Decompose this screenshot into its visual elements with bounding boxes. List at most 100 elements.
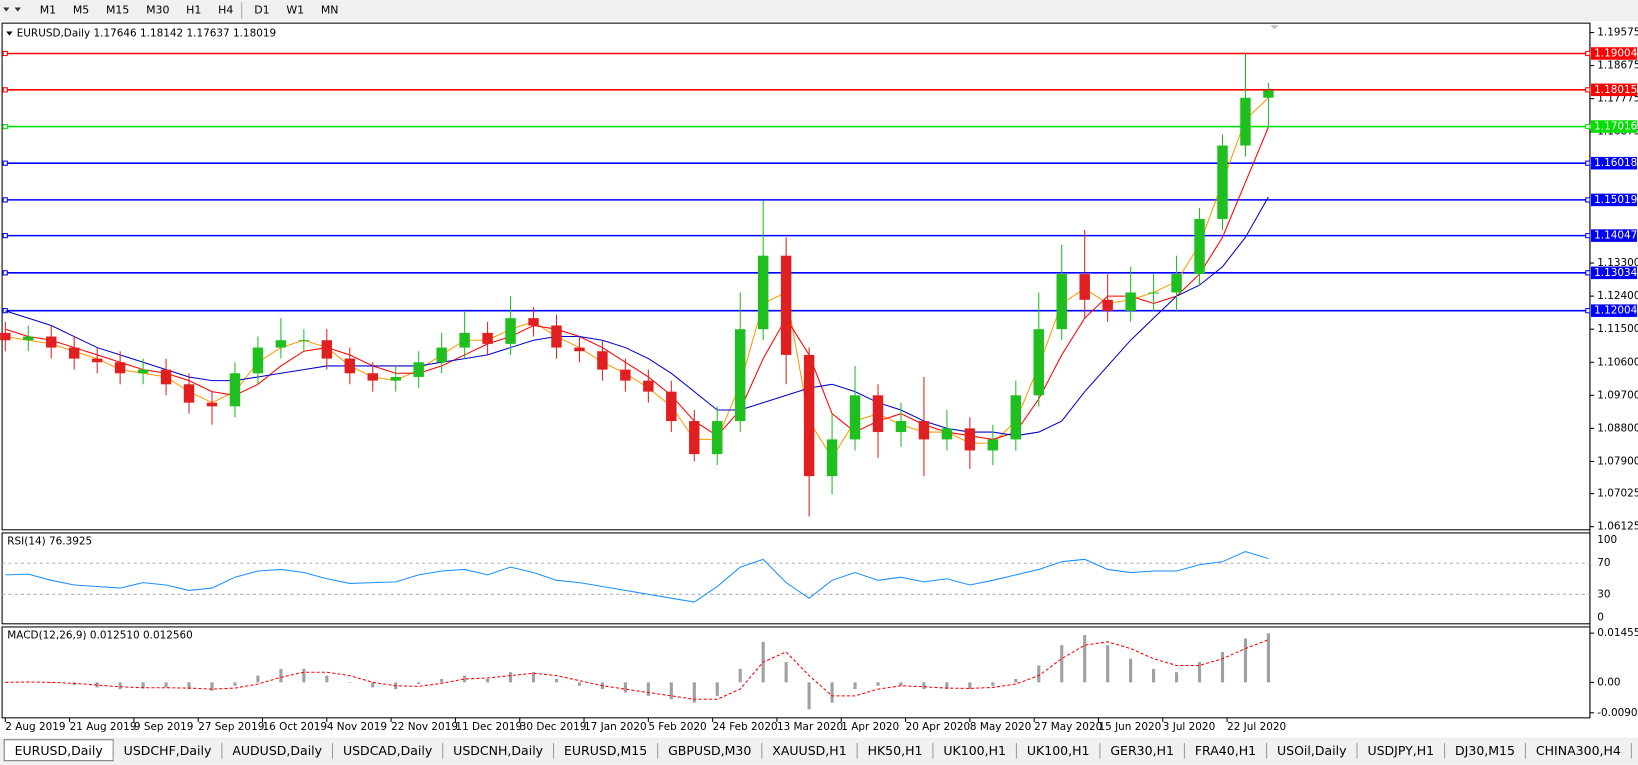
candle-body [597,351,608,370]
macd-bar [968,682,972,690]
x-tick-label: 11 Dec 2019 [455,721,522,733]
timeframe-button[interactable]: MN [321,4,339,17]
tab-background [857,741,933,760]
candle-body [1217,145,1228,219]
candle-body [183,384,195,403]
tab-background [657,741,762,760]
macd-bar [899,682,903,686]
x-tick-label: 8 May 2020 [970,721,1031,733]
toolbar-arrows [3,7,21,12]
macd-bar [1152,668,1156,683]
chart-tab[interactable]: USDCAD,Daily [331,741,443,760]
candle-body [321,340,333,359]
macd-bar [1106,645,1110,683]
tab-background [1631,741,1638,760]
macd-bar [577,682,582,686]
rsi-line [5,551,1269,603]
y-tick-label: 1.12400 [1597,290,1638,302]
x-tick-label: 3 Jul 2020 [1163,721,1215,733]
moving-average [5,126,1269,440]
timeframe-button[interactable]: M15 [106,4,129,17]
level-label-box [1590,47,1637,60]
macd-bar [991,682,995,686]
chart-tab[interactable]: DJ30,M15 [1444,741,1526,760]
level-handle [1585,160,1591,166]
x-tick-label: 15 Jun 2020 [1098,721,1161,733]
chart-tab[interactable]: EURUSD,Daily [3,739,114,762]
level-handle [1585,233,1591,239]
timeframe-button[interactable]: H4 [218,4,233,17]
macd-bar [118,682,122,690]
tab-label: EURUSD,Daily [15,743,104,758]
x-tick-label: 22 Jul 2020 [1227,721,1286,733]
candle-body [91,358,103,363]
tab-label: USDCHF,Daily [124,743,212,758]
tab-label: USOil,Daily [1277,743,1347,758]
candle-body [114,362,126,374]
chart-tab[interactable]: USOil,H4 [1630,741,1638,760]
chart-tab[interactable]: UK100,H1 [1015,741,1100,760]
chart-tab[interactable]: FRA40,H1 [1183,741,1267,760]
chart-tab[interactable]: USOil,Daily [1266,741,1357,760]
chart-tab[interactable]: EURUSD,M15 [553,741,658,760]
timeframe-button[interactable]: M30 [146,4,169,17]
timeframe-toolbar: M1 M5 M15 M30 H1 H4 D1 W1 MN [40,2,339,19]
candle-body [551,325,562,348]
chart-tab[interactable]: USDJPY,H1 [1356,741,1445,760]
timeframe-button[interactable]: M1 [40,4,56,17]
level-handle [2,50,8,57]
macd-bar [440,678,444,683]
macd-bar [1037,665,1041,683]
macd-bar [95,682,99,688]
chart-tab[interactable]: USDCHF,Daily [112,741,222,760]
tab-label: UK100,H1 [943,743,1006,758]
candle-body [344,358,356,374]
candle-body [1171,274,1182,293]
candle-body [0,332,11,341]
macd-bar [1174,672,1179,683]
candle-body [68,347,80,359]
x-tick-label: 27 May 2020 [1034,721,1102,733]
timeframe-button[interactable]: M5 [73,4,89,17]
x-tick-label: 20 Apr 2020 [906,721,971,733]
chart-tab[interactable]: GER30,H1 [1099,741,1185,760]
level-label: 1.15019 [1594,194,1637,206]
timeframe-button[interactable]: D1 [254,4,269,17]
tab-background [113,741,222,760]
tab-background [1016,741,1100,760]
chart-tab[interactable]: GBPUSD,M30 [657,741,762,760]
candle-body [734,329,746,422]
rsi-tick-label: 30 [1597,588,1610,600]
x-tick-label: 1 Apr 2020 [841,721,899,733]
candle-body [298,340,310,342]
tab-background [553,741,658,760]
timeframe-button[interactable]: H1 [186,4,201,17]
x-tick-label: 5 Feb 2020 [648,721,706,733]
y-tick-label: 1.11500 [1597,323,1638,335]
chart-tab[interactable]: UK100,H1 [932,741,1017,760]
title-arrow [6,31,13,36]
chart-tab[interactable]: HK50,H1 [856,741,933,760]
candle-body [459,332,470,348]
shift-marker [1270,25,1279,30]
chart-tab[interactable]: USDCNH,Daily [442,741,554,760]
macd-bar [417,682,421,685]
candle-body [1148,292,1159,294]
chart-tab[interactable]: AUDUSD,Daily [221,741,333,760]
macd-bar [646,682,650,696]
level-handle [1585,308,1591,314]
x-tick-label: 16 Oct 2019 [263,721,328,733]
macd-bar [233,682,237,686]
timeframe-button[interactable]: W1 [286,4,304,17]
x-tick-label: 22 Nov 2019 [391,721,458,733]
candle-body [367,373,378,381]
tab-background [1099,741,1185,760]
macd-bar [508,672,513,683]
tab-label: HK50,H1 [868,743,923,758]
macd-tick-label: 0.00 [1597,676,1620,688]
chart-tab[interactable]: CHINA300,H4 [1524,741,1632,760]
chart-tab[interactable]: XAUUSD,H1 [761,741,858,760]
macd-title: MACD(12,26,9) 0.012510 0.012560 [7,629,193,641]
